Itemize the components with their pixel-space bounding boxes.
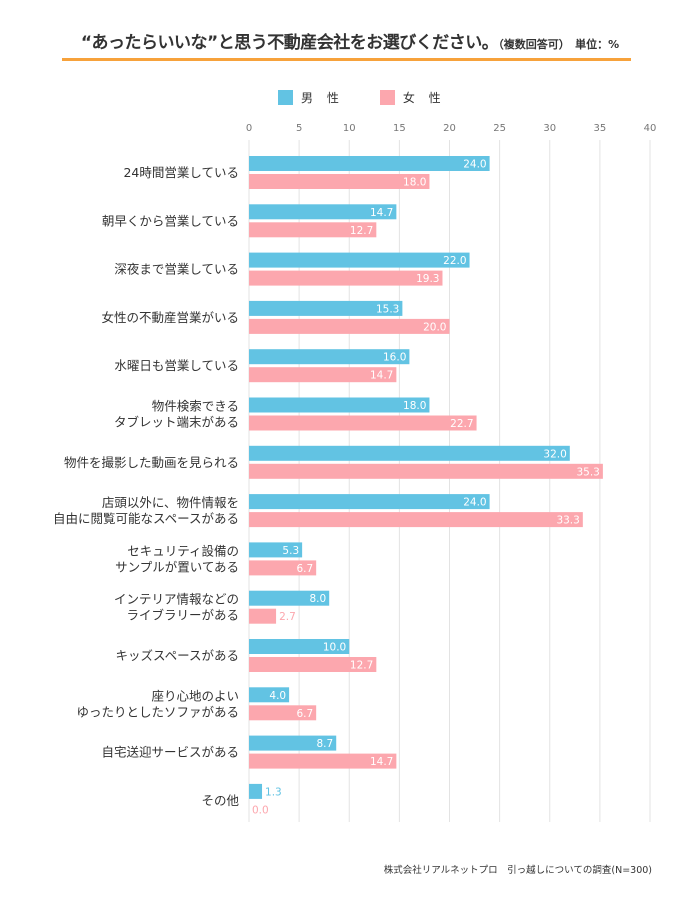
x-tick-label: 30 xyxy=(543,123,556,134)
data-label-female: 0.0 xyxy=(252,804,269,816)
data-label-male: 16.0 xyxy=(383,352,406,364)
bar-female xyxy=(249,657,377,672)
data-label-female: 12.7 xyxy=(350,660,373,672)
data-label-male: 24.0 xyxy=(463,159,486,171)
data-label-female: 14.7 xyxy=(370,756,393,768)
bars: 24.0 18.0 14.7 12.7 22.0 19.3 15.3 20.0 16.0 14.7… xyxy=(249,156,603,816)
legend-swatch-female xyxy=(379,90,395,105)
bar-male xyxy=(249,397,430,413)
data-label-male: 14.7 xyxy=(370,207,393,219)
category-label: ゆったりとしたソファがある xyxy=(76,704,239,719)
category-label: キッズスペースがある xyxy=(115,648,239,663)
x-axis-ticks: 0 5 10 15 20 25 30 35 40 xyxy=(246,123,657,134)
bar-female xyxy=(249,705,317,721)
data-label-male: 5.3 xyxy=(282,545,299,557)
bar-male xyxy=(249,687,290,703)
bar-female xyxy=(249,608,277,624)
bar-male xyxy=(249,204,397,220)
category-label: 深夜まで営業している xyxy=(114,262,239,277)
data-label-male: 22.0 xyxy=(443,255,466,267)
category-label: 女性の不動産営業がいる xyxy=(101,310,239,325)
data-label-male: 15.3 xyxy=(376,303,399,315)
data-label-male: 8.0 xyxy=(309,593,326,605)
bar-female xyxy=(249,753,397,769)
data-label-male: 8.7 xyxy=(317,738,334,750)
bar-male xyxy=(249,156,490,171)
x-tick-label: 25 xyxy=(493,123,506,134)
data-label-female: 35.3 xyxy=(576,466,599,478)
data-label-female: 2.7 xyxy=(279,611,296,623)
category-label: サンプルが置いてある xyxy=(115,559,239,574)
bar-male xyxy=(249,300,403,316)
category-label: 店頭以外に、物件情報を xyxy=(102,495,239,510)
x-tick-label: 0 xyxy=(246,123,252,134)
legend: 男 性 女 性 xyxy=(278,89,482,106)
category-label: 座り心地のよい xyxy=(151,688,239,703)
category-label: 水曜日も営業している xyxy=(114,358,239,373)
category-label: 自由に閲覧可能なスペースがある xyxy=(53,511,239,526)
data-label-male: 1.3 xyxy=(265,786,282,798)
bar-female xyxy=(249,270,443,286)
x-tick-label: 40 xyxy=(644,123,657,134)
bar-female xyxy=(249,367,397,383)
legend-label-male: 男 性 xyxy=(301,91,344,105)
data-label-female: 20.0 xyxy=(423,321,446,333)
data-label-female: 18.0 xyxy=(403,177,426,189)
x-tick-label: 35 xyxy=(594,123,607,134)
category-labels: 24時間営業している朝早くから営業している深夜まで営業している女性の不動産営業が… xyxy=(53,165,240,808)
category-label: ライブラリーがある xyxy=(126,608,239,623)
category-label: セキュリティ設備の xyxy=(127,543,239,558)
bar-male xyxy=(249,349,410,365)
data-label-female: 6.7 xyxy=(296,563,313,575)
bar-female xyxy=(249,174,430,189)
bar-female xyxy=(249,415,477,431)
category-label: その他 xyxy=(201,793,239,808)
data-label-male: 4.0 xyxy=(269,690,286,702)
bar-male xyxy=(249,590,330,606)
chart-title-main: “あったらいいな”と思う不動産会社をお選びください。 xyxy=(80,33,499,53)
x-tick-label: 20 xyxy=(443,123,456,134)
category-label: タブレット端末がある xyxy=(114,415,239,430)
bar-male xyxy=(249,252,470,268)
data-label-female: 14.7 xyxy=(370,370,393,382)
x-tick-label: 10 xyxy=(343,123,356,134)
bar-male xyxy=(249,639,350,654)
data-label-male: 18.0 xyxy=(403,400,426,412)
x-tick-label: 15 xyxy=(393,123,406,134)
chart-title: “あったらいいな”と思う不動産会社をお選びください。（複数回答可） 単位：% xyxy=(0,28,700,53)
data-label-female: 6.7 xyxy=(296,708,313,720)
data-label-male: 32.0 xyxy=(543,448,566,460)
category-label: 朝早くから営業している xyxy=(102,213,239,228)
data-label-female: 12.7 xyxy=(350,225,373,237)
bar-female xyxy=(249,560,317,576)
source-note: 株式会社リアルネットプロ 引っ越しについての調査(N=300) xyxy=(383,865,652,876)
bar-female xyxy=(249,512,583,528)
bar-female xyxy=(249,463,603,479)
legend-label-female: 女 性 xyxy=(402,91,446,105)
chart-title-note: （複数回答可） xyxy=(498,38,570,51)
data-label-female: 22.7 xyxy=(450,418,473,430)
chart-unit: 単位：% xyxy=(575,38,620,51)
bar-female xyxy=(249,222,377,238)
data-label-female: 33.3 xyxy=(556,515,579,527)
bar-male xyxy=(249,445,570,461)
legend-swatch-male xyxy=(278,90,293,105)
data-label-male: 24.0 xyxy=(463,497,486,509)
category-label: インテリア情報などの xyxy=(114,592,239,607)
category-label: 24時間営業している xyxy=(123,165,239,180)
category-label: 物件を撮影した動画を見られる xyxy=(64,455,239,470)
data-label-male: 10.0 xyxy=(323,642,346,654)
bar-male xyxy=(249,494,490,510)
title-underline xyxy=(62,58,631,61)
bar-male xyxy=(249,783,263,799)
category-label: 自宅送迎サービスがある xyxy=(101,745,239,760)
bar-male xyxy=(249,542,303,558)
bar-male xyxy=(249,735,337,751)
data-label-female: 19.3 xyxy=(416,273,439,285)
category-label: 物件検索できる xyxy=(152,399,239,414)
x-tick-label: 5 xyxy=(296,123,302,134)
bar-female xyxy=(249,318,450,334)
